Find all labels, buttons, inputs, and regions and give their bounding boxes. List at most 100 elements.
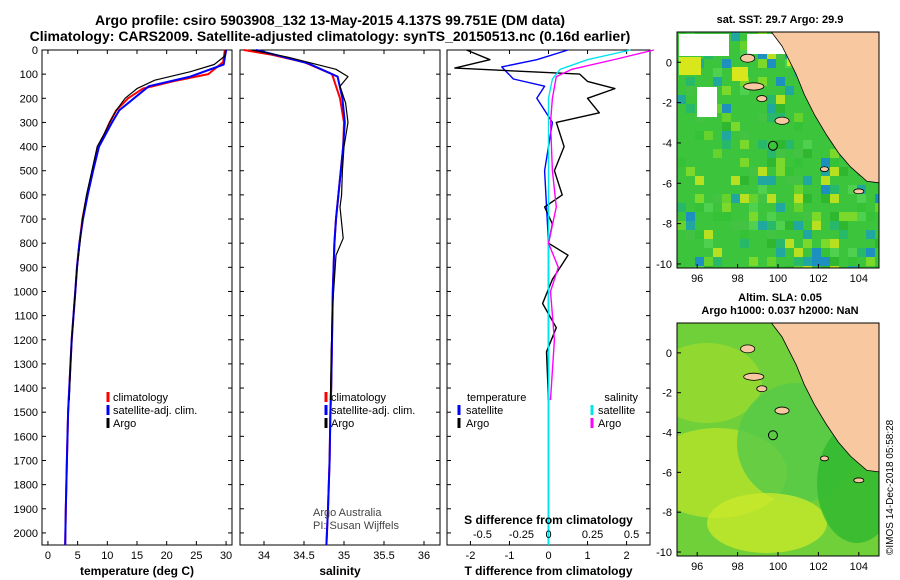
sst-pixel bbox=[785, 140, 794, 149]
difference-x-axis-label: T difference from climatology bbox=[464, 564, 632, 578]
sst-pixel bbox=[812, 212, 821, 221]
sst-pixel bbox=[866, 230, 875, 239]
sst-lat-tick-label: -8 bbox=[662, 219, 672, 231]
sst-pixel bbox=[722, 131, 731, 140]
sst-pixel bbox=[695, 176, 704, 185]
sst-pixel bbox=[875, 266, 879, 268]
sst-pixel bbox=[677, 95, 686, 104]
sst-pixel bbox=[767, 239, 776, 248]
figure-title-line1: Argo profile: csiro 5903908_132 13-May-2… bbox=[94, 12, 566, 28]
salinity-panel: 34 34.5 35 35.5 36 salinity bbox=[239, 49, 441, 578]
sst-map-title: sat. SST: 29.7 Argo: 29.9 bbox=[716, 14, 844, 26]
temperature-x-tick-label: 0 bbox=[45, 550, 51, 562]
sla-island bbox=[820, 455, 829, 462]
sst-pixel bbox=[731, 122, 740, 131]
sst-pixel bbox=[713, 257, 722, 266]
sst-pixel bbox=[686, 266, 695, 268]
sst-pixel bbox=[695, 194, 704, 203]
sst-pixel bbox=[821, 257, 830, 266]
sst-pixel bbox=[830, 248, 839, 257]
sst-pixel bbox=[713, 149, 722, 158]
sst-warm-patch bbox=[679, 57, 701, 75]
sst-pixel bbox=[740, 194, 749, 203]
sst-pixel bbox=[722, 104, 731, 113]
sst-pixel bbox=[713, 212, 722, 221]
salinity-annotation: Argo Australia bbox=[313, 507, 382, 519]
sst-lon-tick-label: 102 bbox=[809, 273, 827, 285]
sst-pixel bbox=[794, 221, 803, 230]
y-tick-label: 1400 bbox=[14, 383, 38, 395]
sst-map: 96 98 100 102 104 0 -2 -4 -6 -8 -10 bbox=[656, 31, 880, 285]
sst-pixel bbox=[740, 131, 749, 140]
sst-pixel bbox=[794, 248, 803, 257]
difference-series-salinity-satellite bbox=[547, 49, 631, 545]
sst-pixel bbox=[794, 203, 803, 212]
sst-pixel bbox=[857, 212, 866, 221]
sst-pixel bbox=[848, 185, 857, 194]
salinity-series-satellite-adj-clim- bbox=[255, 49, 346, 546]
sst-pixel bbox=[830, 212, 839, 221]
temperature-x-tick-label: 25 bbox=[190, 550, 202, 562]
temperature-series-climatology bbox=[64, 49, 226, 546]
sst-pixel bbox=[848, 257, 857, 266]
diff-legend-temperature-label: Argo bbox=[466, 418, 489, 430]
y-tick-label: 1700 bbox=[14, 455, 38, 467]
sst-pixel bbox=[857, 266, 866, 268]
sst-pixel bbox=[695, 131, 704, 140]
y-tick-label: 700 bbox=[20, 214, 38, 226]
sst-pixel bbox=[767, 194, 776, 203]
sst-lon-tick-label: 96 bbox=[691, 273, 703, 285]
sst-pixel bbox=[803, 239, 812, 248]
sst-pixel bbox=[731, 221, 740, 230]
difference-x-tick-label: 2 bbox=[624, 550, 630, 562]
sst-pixel bbox=[794, 113, 803, 122]
sst-pixel bbox=[875, 203, 879, 212]
sst-pixel bbox=[830, 185, 839, 194]
sst-missing-patch bbox=[697, 87, 717, 117]
difference-series-temperature-satellite bbox=[501, 49, 569, 545]
sst-pixel bbox=[686, 230, 695, 239]
salinity-x-tick-label: 34 bbox=[258, 550, 270, 562]
sst-pixel bbox=[758, 50, 767, 59]
difference-x-tick-label: 0 bbox=[545, 550, 551, 562]
difference-series-salinity-Argo bbox=[547, 49, 655, 401]
sst-pixel bbox=[776, 266, 785, 268]
sst-pixel bbox=[695, 230, 704, 239]
sst-pixel bbox=[740, 158, 749, 167]
sst-pixel bbox=[785, 221, 794, 230]
sst-pixel bbox=[767, 176, 776, 185]
sst-pixel bbox=[713, 77, 722, 86]
sla-lat-tick-label: -10 bbox=[656, 547, 672, 559]
diff-legend-temperature-label: satellite bbox=[466, 405, 503, 417]
sst-pixel bbox=[767, 104, 776, 113]
diff-legend-salinity-title: salinity bbox=[604, 392, 638, 404]
salinity-x-tick-label: 35.5 bbox=[373, 550, 394, 562]
salinity-x-tick-label: 35 bbox=[338, 550, 350, 562]
sst-pixel bbox=[839, 221, 848, 230]
sst-pixel bbox=[767, 158, 776, 167]
sst-pixel bbox=[749, 257, 758, 266]
sst-pixel bbox=[794, 149, 803, 158]
sst-pixel bbox=[677, 203, 686, 212]
sst-pixel bbox=[830, 266, 839, 268]
sst-pixel bbox=[767, 113, 776, 122]
sst-pixel bbox=[821, 194, 830, 203]
sst-pixel bbox=[758, 176, 767, 185]
difference-x2-tick-label: 0.5 bbox=[624, 529, 639, 541]
temperature-x-tick-label: 10 bbox=[101, 550, 113, 562]
sst-pixel bbox=[695, 113, 704, 122]
sst-pixel bbox=[722, 140, 731, 149]
sst-pixel bbox=[794, 122, 803, 131]
y-tick-label: 0 bbox=[32, 45, 38, 57]
sst-pixel bbox=[767, 257, 776, 266]
y-tick-label: 1100 bbox=[14, 311, 38, 323]
sla-lon-tick-label: 102 bbox=[809, 561, 827, 573]
sst-pixel bbox=[722, 194, 731, 203]
sst-pixel bbox=[794, 185, 803, 194]
sst-pixel bbox=[740, 239, 749, 248]
salinity-legend-label: satellite-adj. clim. bbox=[331, 405, 415, 417]
y-tick-label: 300 bbox=[20, 117, 38, 129]
sst-pixel bbox=[731, 176, 740, 185]
salinity-legend-label: Argo bbox=[331, 418, 354, 430]
salinity-annotation: PI: Susan Wijffels bbox=[313, 520, 399, 532]
